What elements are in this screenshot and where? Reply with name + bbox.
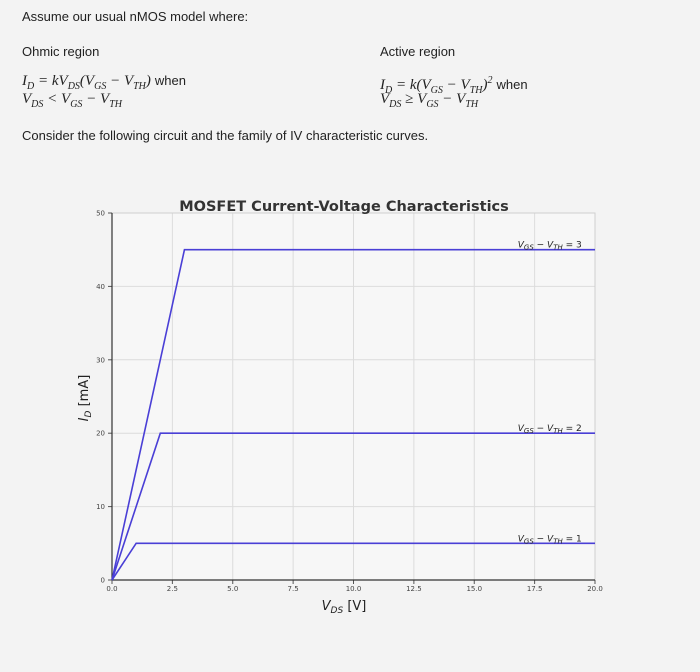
iv-curve-overdrive-1 <box>111 542 595 581</box>
curve-label-overdrive-3: VGS − VTH = 3 <box>518 241 582 252</box>
ohmic-condition: VDS < VGS − VTH <box>22 91 123 110</box>
x-axis-label: VDS [V] <box>322 599 367 616</box>
axes: 0.0 2.5 5.0 7.5 10.0 12.5 15.0 17.5 20.0 0 10 20 30 4… <box>96 210 603 594</box>
iv-curve-overdrive-2 <box>111 432 595 581</box>
x-tick-label: 7.5 <box>288 585 299 593</box>
y-tick-label: 0 <box>101 577 105 585</box>
x-tick-label: 10.0 <box>346 585 362 593</box>
consider-text: Consider the following circuit and the f… <box>22 128 429 143</box>
x-tick-label: 5.0 <box>227 585 238 593</box>
x-tick-label: 20.0 <box>587 585 603 593</box>
chart-title: MOSFET Current-Voltage Characteristics <box>179 199 509 215</box>
curve-label-overdrive-2: VGS − VTH = 2 <box>518 424 582 435</box>
iv-curve-overdrive-3 <box>111 248 595 581</box>
y-axis-label: ID [mA] <box>77 375 94 422</box>
y-tick-label: 20 <box>96 430 105 438</box>
ohmic-current-equation: ID = kVDS(VGS − VTH) when <box>22 73 186 92</box>
y-tick-label: 10 <box>96 503 105 511</box>
curve-labels: VGS − VTH = 1 VGS − VTH = 2 VGS − VTH = 3 <box>518 241 582 546</box>
x-tick-label: 15.0 <box>466 585 482 593</box>
intro-text: Assume our usual nMOS model where: <box>22 9 249 24</box>
active-current-equation: ID = k(VGS − VTH)2 when <box>380 75 528 96</box>
x-tick-label: 12.5 <box>406 585 422 593</box>
active-region-heading: Active region <box>380 44 456 59</box>
ohmic-when-text: when <box>154 73 186 88</box>
active-when-text: when <box>496 77 528 92</box>
active-condition: VDS ≥ VGS − VTH <box>380 91 479 110</box>
y-tick-label: 40 <box>96 283 105 291</box>
x-tick-label: 2.5 <box>167 585 178 593</box>
x-tick-label: 0.0 <box>106 585 117 593</box>
y-tick-label: 30 <box>96 356 105 364</box>
x-tick-label: 17.5 <box>527 585 543 593</box>
y-tick-label: 50 <box>96 210 105 218</box>
curve-label-overdrive-1: VGS − VTH = 1 <box>518 534 582 545</box>
curves <box>111 248 595 581</box>
ohmic-region-heading: Ohmic region <box>22 44 100 59</box>
